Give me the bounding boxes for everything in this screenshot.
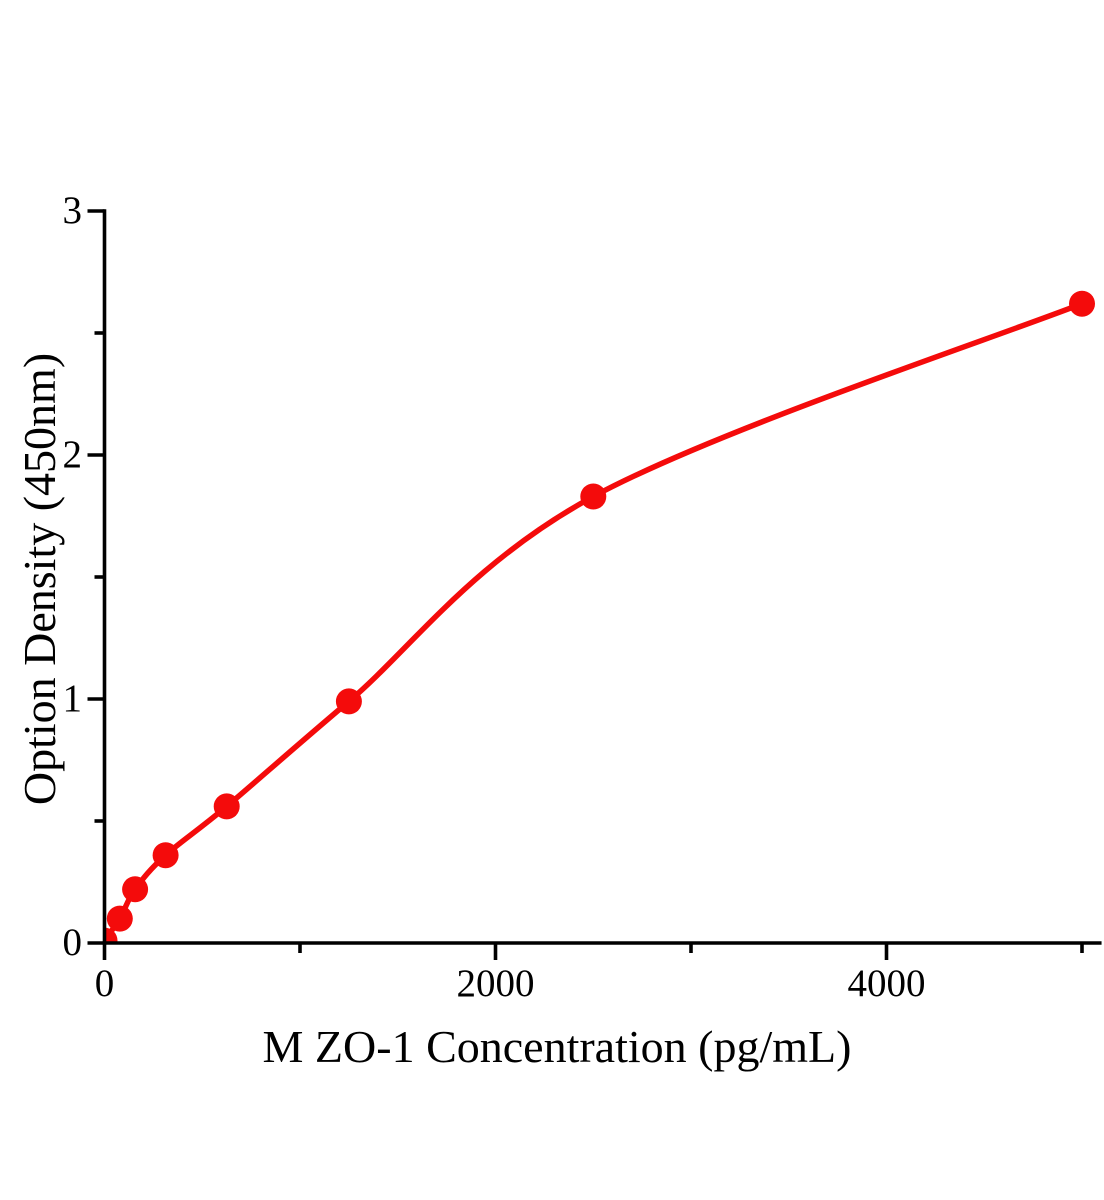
data-point-marker <box>122 876 149 903</box>
x-tick-label: 0 <box>94 962 115 1005</box>
y-tick-label: 1 <box>62 677 83 720</box>
x-axis-title: M ZO-1 Concentration (pg/mL) <box>262 1021 852 1072</box>
y-tick-label: 2 <box>62 433 83 476</box>
data-point-marker <box>104 927 118 944</box>
plot-area <box>104 290 1095 944</box>
data-point-marker <box>1069 290 1095 317</box>
data-point-marker <box>335 688 362 715</box>
y-axis-title: Option Density (450nm) <box>14 352 65 806</box>
fit-curve <box>104 300 1085 944</box>
x-tick-label: 2000 <box>456 962 535 1005</box>
data-point-marker <box>213 793 240 820</box>
data-point-marker <box>580 483 607 510</box>
axes <box>87 209 1102 960</box>
y-tick-label: 3 <box>62 189 83 232</box>
data-point-marker <box>152 842 179 869</box>
y-tick-label: 0 <box>62 921 83 964</box>
x-tick-label: 4000 <box>847 962 926 1005</box>
data-point-marker <box>106 905 133 932</box>
